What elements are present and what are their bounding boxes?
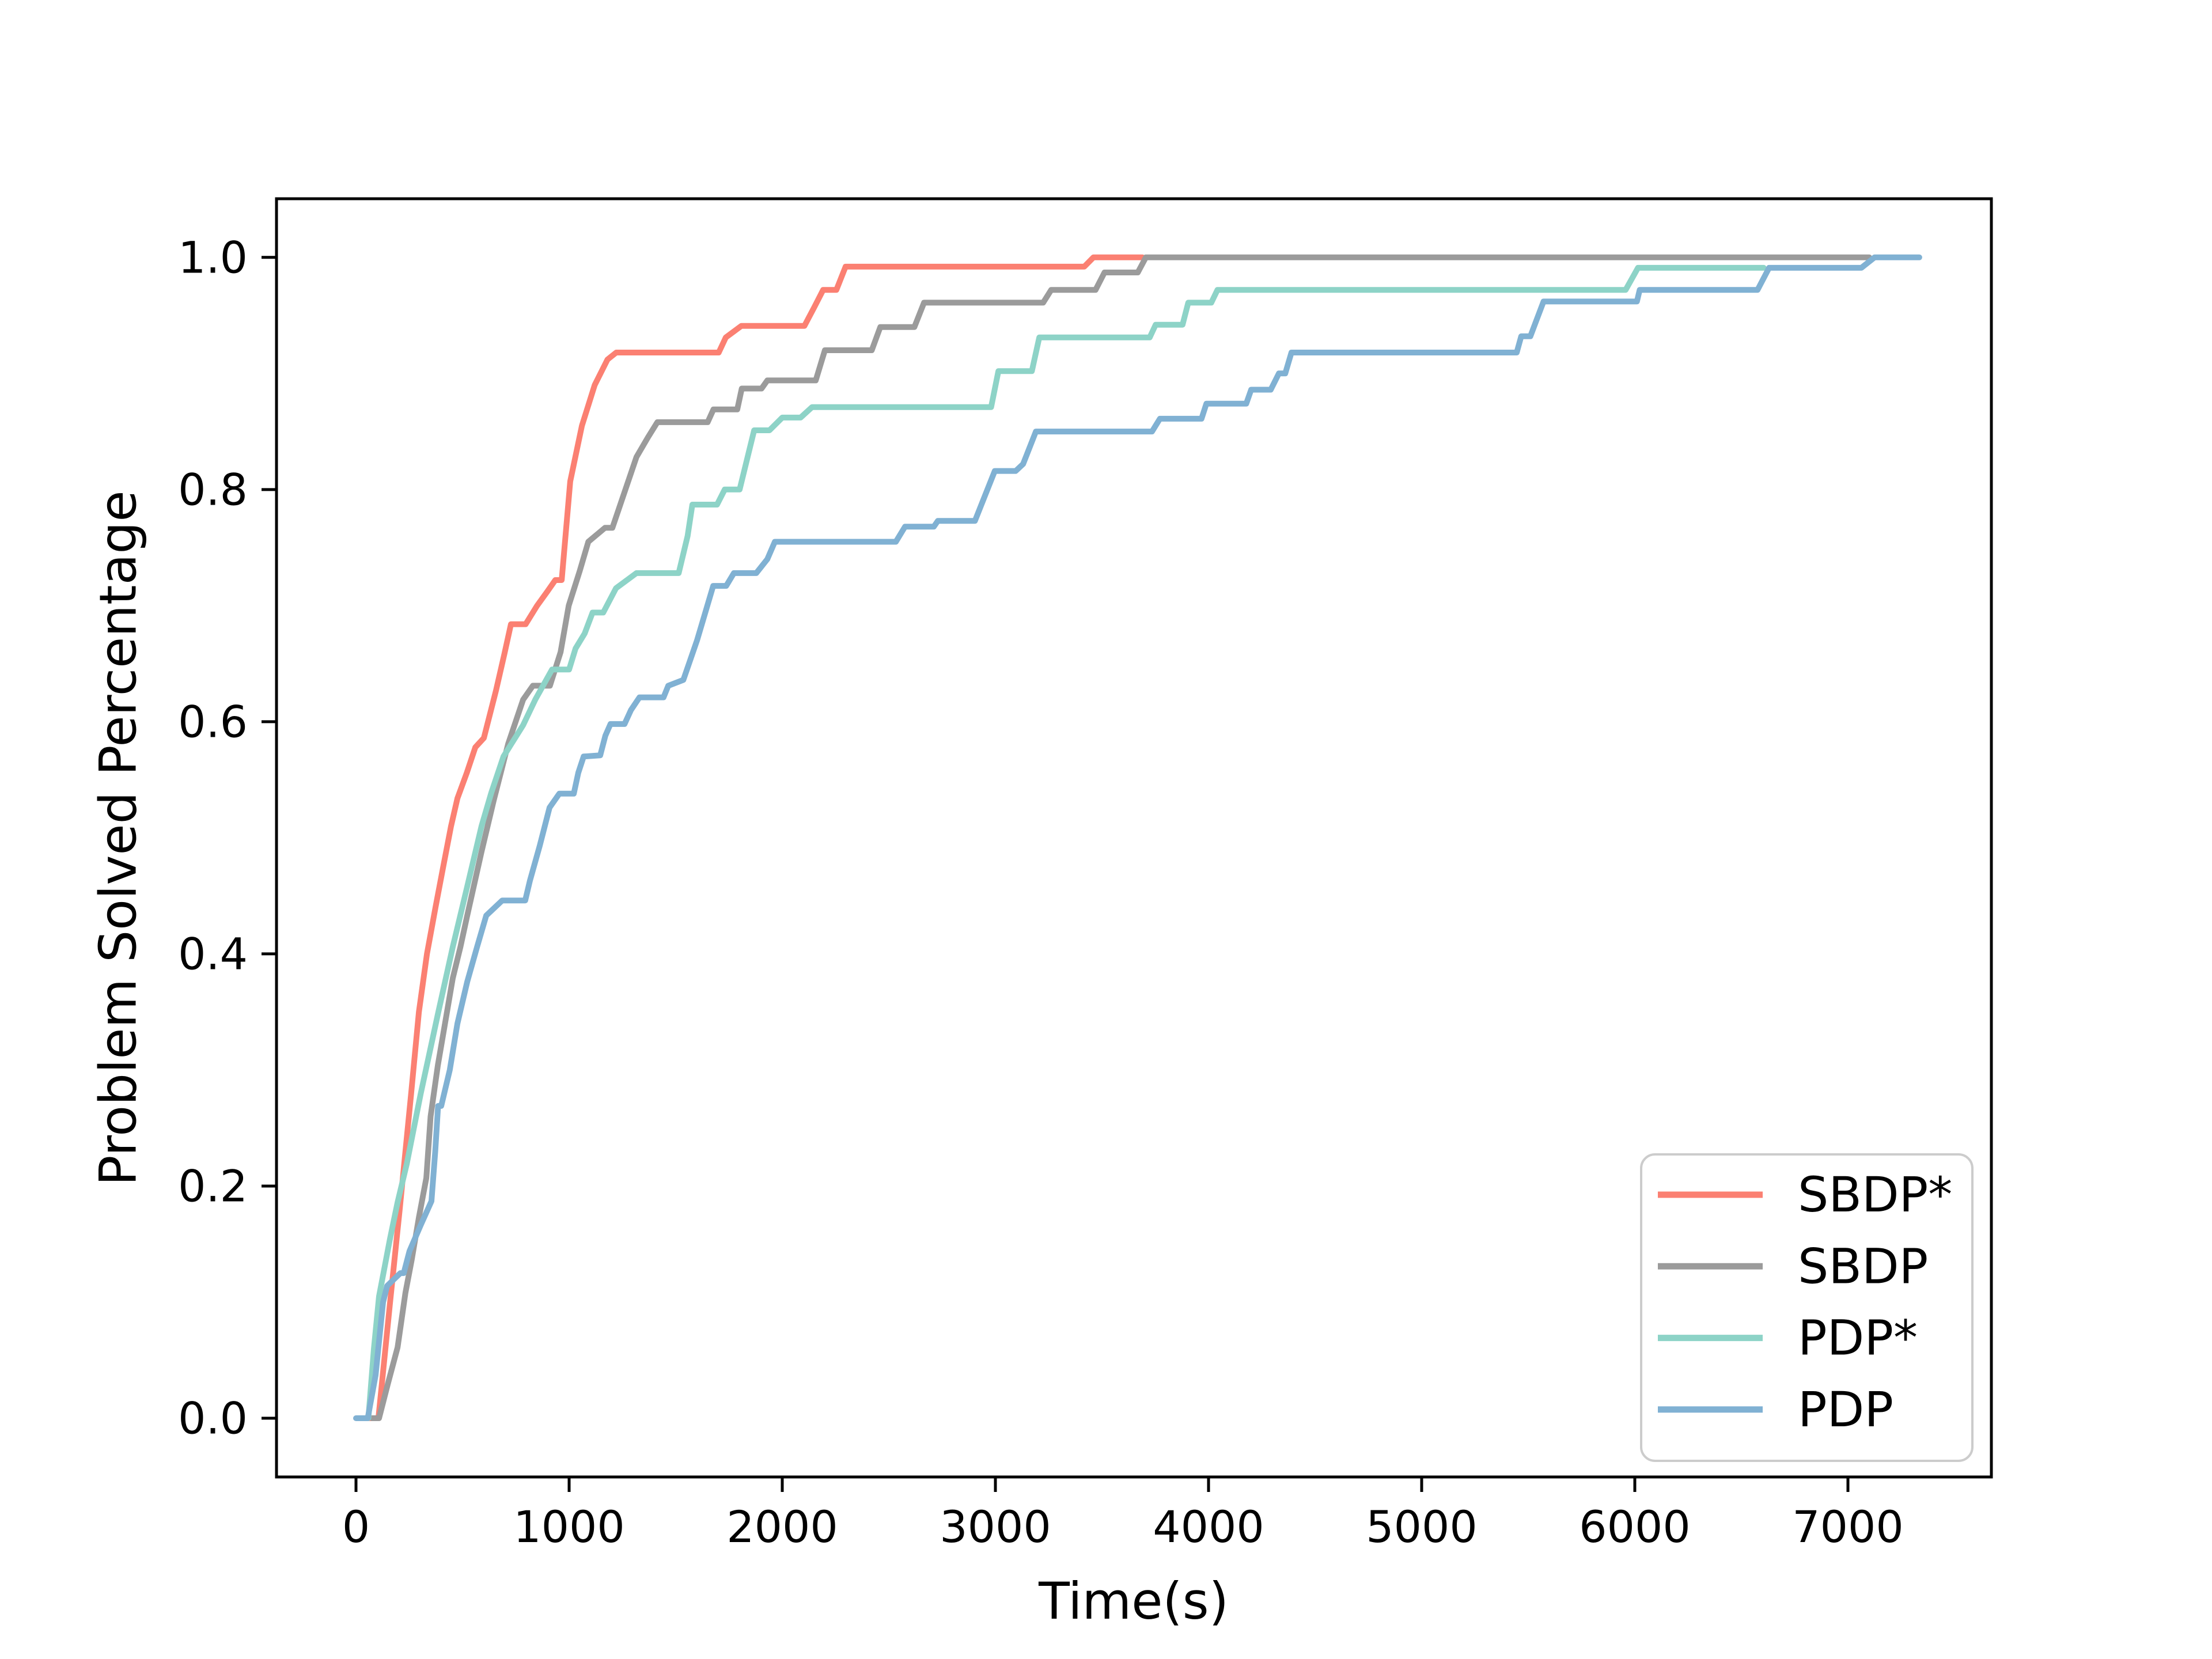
x-tick-label: 5000 bbox=[1366, 1501, 1477, 1552]
legend-label: SBDP* bbox=[1798, 1166, 1952, 1223]
series-line-sbdp bbox=[369, 254, 1872, 1421]
legend-label: PDP* bbox=[1798, 1310, 1918, 1366]
series-line-pdp bbox=[353, 254, 1922, 1421]
series-line-sbdpstar bbox=[366, 254, 1146, 1421]
y-tick-label: 0.4 bbox=[178, 928, 248, 979]
y-tick-label: 0.2 bbox=[178, 1160, 248, 1211]
x-tick-label: 6000 bbox=[1579, 1501, 1690, 1552]
x-tick-label: 2000 bbox=[726, 1501, 838, 1552]
legend-label: PDP bbox=[1798, 1381, 1893, 1438]
y-axis-label: Problem Solved Percentage bbox=[88, 490, 148, 1186]
x-tick-label: 4000 bbox=[1153, 1501, 1264, 1552]
x-tick-label: 7000 bbox=[1792, 1501, 1903, 1552]
x-tick-label: 0 bbox=[342, 1501, 370, 1552]
y-tick-label: 0.6 bbox=[178, 696, 248, 747]
x-tick-label: 1000 bbox=[513, 1501, 624, 1552]
y-tick-label: 0.0 bbox=[178, 1393, 248, 1444]
y-tick-label: 1.0 bbox=[178, 232, 248, 283]
series-line-pdpstar bbox=[361, 264, 1767, 1421]
legend-label: SBDP bbox=[1798, 1238, 1928, 1294]
plot-frame bbox=[275, 197, 1993, 1479]
x-axis-label: Time(s) bbox=[1039, 1571, 1229, 1631]
x-tick-label: 3000 bbox=[940, 1501, 1051, 1552]
legend-box bbox=[1640, 1153, 1974, 1462]
y-tick-label: 0.8 bbox=[178, 464, 248, 515]
